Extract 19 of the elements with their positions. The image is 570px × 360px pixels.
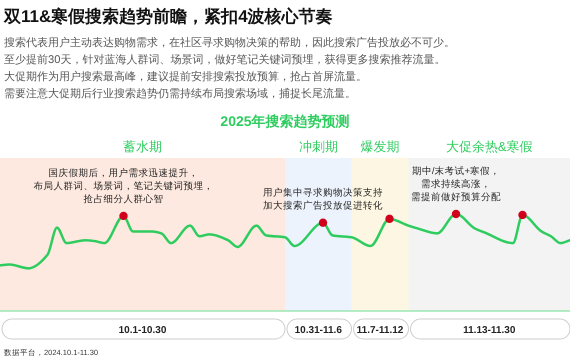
annotation: 期中/末考试+寒假，需求持续高涨，需提前做好预算分配 <box>411 165 501 203</box>
band-label: 蓄水期 <box>123 139 162 154</box>
x-tick-label: 11.7-11.12 <box>356 325 404 336</box>
band-label: 大促余热&寒假 <box>446 139 533 154</box>
point <box>385 214 394 224</box>
annotation: 用户集中寻求购物决策支持加大搜索广告投放促进转化 <box>263 186 383 212</box>
chart-title: 双11&寒假搜索趋势前瞻，紧扣4波核心节奏 <box>3 7 333 26</box>
band-label: 爆发期 <box>360 139 400 154</box>
x-tick-label: 10.31-11.6 <box>294 325 342 336</box>
band-label: 冲刺期 <box>298 139 338 154</box>
chart-subtitle: 搜索代表用户主动表达购物需求，在社区寻求购物决策的帮助，因此搜索广告投放必不可少。至少提前30天，针对蓝海人群词、场景词，做好笔记关键词预埋，获得更多搜索推荐流量。大促期作为用户搜索最高峰，建议提前安排搜索投放预算，抢占首屏流量。需要注意大促期后行业搜索趋势仍需持续布局搜索场域，捕捉长尾流量。 <box>4 36 455 100</box>
annotation: 国庆假期后，用户需求迅速提升，布局人群词、场景词，笔记关键词预埋，抢占细分人群心智 <box>34 166 214 205</box>
point <box>318 218 328 227</box>
point <box>452 210 460 218</box>
text: 2025年搜索趋势预测 <box>220 113 350 129</box>
x-tick-label: 11.13-11.30 <box>463 325 516 336</box>
x-tick-label: 10.1-10.30 <box>118 325 167 336</box>
point <box>518 210 527 220</box>
point <box>119 212 128 220</box>
